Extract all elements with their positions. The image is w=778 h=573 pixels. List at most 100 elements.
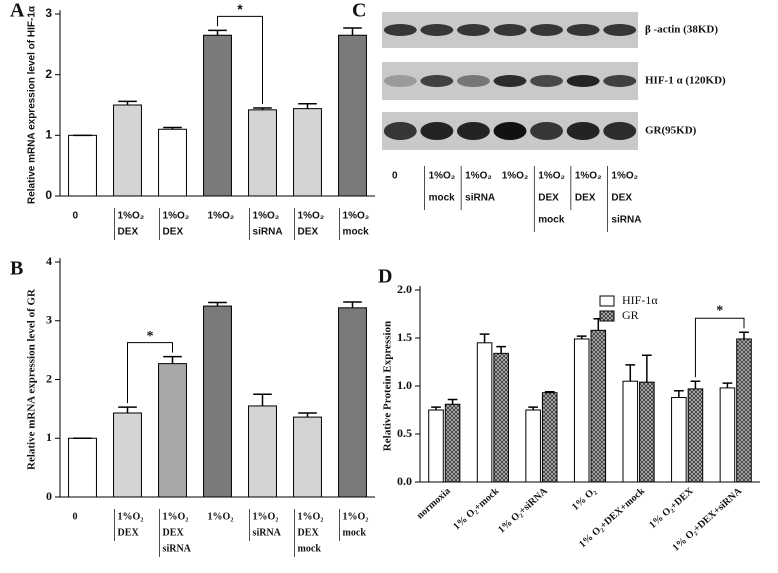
blot-band bbox=[530, 75, 564, 87]
bar bbox=[248, 405, 277, 498]
blot-band bbox=[530, 122, 564, 140]
x-tick-label: 1% O₂ bbox=[570, 486, 598, 513]
bar bbox=[68, 134, 97, 197]
lane-label: siRNA bbox=[465, 193, 495, 204]
blot-band bbox=[493, 24, 527, 36]
x-tick-label: DEX bbox=[118, 527, 140, 538]
x-tick-label: 1%O₂ bbox=[298, 511, 324, 522]
legend-swatch bbox=[599, 310, 615, 322]
y-tick-label: 0 bbox=[46, 489, 52, 503]
y-axis-label: Relative Protein Expression bbox=[382, 321, 394, 451]
panel-letter: A bbox=[10, 0, 25, 22]
bar bbox=[113, 104, 142, 197]
error-bar bbox=[625, 364, 636, 382]
blot-band bbox=[456, 24, 490, 36]
blot-band bbox=[566, 24, 600, 36]
y-tick-label: 2.0 bbox=[397, 282, 412, 296]
blot-band bbox=[566, 122, 600, 140]
significance-bracket bbox=[217, 15, 263, 105]
bar bbox=[293, 416, 322, 498]
error-bar bbox=[479, 333, 490, 343]
y-tick-label: 0.0 bbox=[397, 474, 412, 488]
x-tick-label: 1%O₂ bbox=[253, 211, 280, 222]
band-label: β -actin (38KD) bbox=[645, 24, 718, 36]
x-tick-label: mock bbox=[343, 227, 370, 238]
lane-label: mock bbox=[538, 215, 565, 226]
x-tick-label: DEX bbox=[163, 227, 184, 238]
y-tick-label: 3 bbox=[46, 313, 52, 327]
bar bbox=[493, 352, 509, 483]
y-tick-label: 1.0 bbox=[397, 378, 412, 392]
x-tick-label: 1%O₂ bbox=[343, 211, 370, 222]
y-tick-label: 1.5 bbox=[397, 330, 412, 344]
bar bbox=[68, 437, 97, 498]
blot-band bbox=[603, 122, 637, 140]
significance-bracket bbox=[127, 342, 173, 404]
error-bar bbox=[576, 335, 587, 339]
blot-band bbox=[603, 75, 637, 87]
panel-letter: B bbox=[10, 258, 23, 280]
bar bbox=[622, 380, 639, 483]
error-bar bbox=[544, 391, 555, 393]
error-bar bbox=[690, 380, 701, 389]
x-tick-label: 1%O₂ bbox=[208, 211, 235, 222]
blot-band bbox=[493, 75, 527, 87]
lane-label: mock bbox=[429, 193, 456, 204]
bar bbox=[203, 305, 232, 498]
error-bar bbox=[208, 301, 227, 307]
x-tick-label: 1%O₂ bbox=[118, 211, 145, 222]
error-bar bbox=[208, 29, 227, 36]
x-tick-label: 1%O₂ bbox=[163, 211, 190, 222]
lane-label: DEX bbox=[575, 193, 596, 204]
lane-label: 1%O₂ bbox=[538, 171, 565, 182]
blot-band bbox=[566, 75, 600, 87]
error-bar bbox=[496, 345, 506, 354]
y-tick-label: 2 bbox=[46, 371, 52, 385]
x-tick-label: DEX bbox=[163, 527, 185, 538]
error-bar bbox=[447, 398, 458, 405]
x-tick-label: 1% O₂+mock bbox=[451, 485, 501, 532]
bar bbox=[573, 338, 590, 483]
x-tick-label: siRNA bbox=[253, 527, 282, 538]
error-bar bbox=[343, 301, 362, 308]
error-bar bbox=[253, 393, 272, 406]
error-bar bbox=[163, 126, 182, 130]
lane-label: 1%O₂ bbox=[502, 171, 529, 182]
error-bar bbox=[118, 406, 137, 413]
significance-label: * bbox=[147, 329, 154, 344]
error-bar bbox=[253, 107, 272, 110]
blot-band bbox=[383, 122, 417, 140]
lane-label: 1%O₂ bbox=[465, 171, 492, 182]
panel-letter: D bbox=[378, 266, 392, 288]
significance-label: * bbox=[237, 1, 243, 17]
error-bar bbox=[163, 355, 182, 364]
blot-band bbox=[603, 24, 637, 36]
lane-label: siRNA bbox=[611, 215, 641, 226]
bar bbox=[639, 381, 655, 483]
bar bbox=[736, 338, 752, 483]
error-bar bbox=[298, 412, 317, 418]
error-bar bbox=[343, 27, 362, 36]
x-tick-label: 1%O₂ bbox=[163, 511, 189, 522]
bar bbox=[476, 342, 493, 483]
bar bbox=[428, 409, 444, 483]
error-bar bbox=[642, 354, 652, 383]
bar bbox=[719, 387, 736, 483]
x-tick-label: 1% O₂+DEX bbox=[647, 485, 696, 531]
lane-label: DEX bbox=[611, 193, 632, 204]
x-tick-label: 1%O₂ bbox=[118, 511, 144, 522]
bar bbox=[687, 388, 704, 483]
blot-band bbox=[456, 75, 490, 87]
error-bar bbox=[118, 100, 137, 105]
bar bbox=[113, 412, 142, 498]
blot-band bbox=[383, 24, 417, 36]
y-tick-label: 0.5 bbox=[397, 426, 412, 440]
x-tick-label: normoxia bbox=[415, 486, 453, 522]
x-tick-label: 1%O₂ bbox=[253, 511, 279, 522]
bar bbox=[338, 34, 367, 197]
blot-band bbox=[383, 75, 417, 87]
bar bbox=[590, 329, 607, 483]
legend-label: HIF-1α bbox=[622, 293, 658, 307]
lane-label: 0 bbox=[392, 171, 398, 182]
